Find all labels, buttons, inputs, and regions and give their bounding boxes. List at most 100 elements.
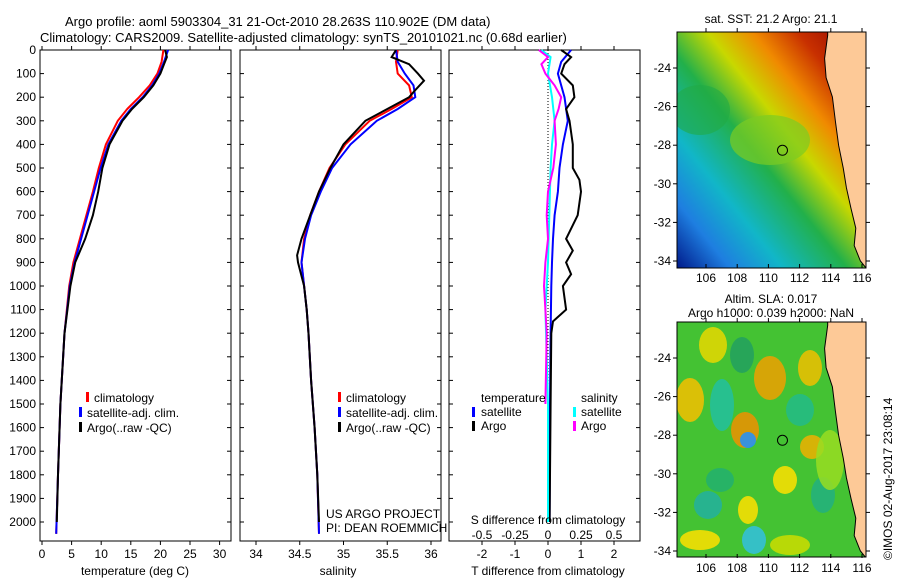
sla-map-title2: Argo h1000: 0.039 h2000: NaN xyxy=(688,306,854,320)
s-diff-tick-label: -0.5 xyxy=(472,528,493,542)
salinity-panel: salinity 34 34.5 35 35.5 36 climatology sate… xyxy=(239,46,447,578)
lat-tick-label: -30 xyxy=(654,177,672,191)
depth-tick-label: 1500 xyxy=(9,397,36,411)
temperature-axes-frame xyxy=(39,49,232,542)
depth-tick-label: 0 xyxy=(29,43,36,57)
series-line-t-argo xyxy=(548,49,583,523)
legend-swatch-argo xyxy=(338,422,341,432)
depth-tick-label: 900 xyxy=(16,255,36,269)
salinity-legend: climatology satellite-adj. clim. Argo(..… xyxy=(338,391,438,435)
lat-tick-label: -28 xyxy=(654,428,672,442)
s-diff-tick-label: 0 xyxy=(545,528,552,542)
sst-field-patch xyxy=(677,85,730,135)
depth-tick-label: 1600 xyxy=(9,421,36,435)
series-line-argo-raw-qc- xyxy=(296,49,426,523)
x-tick-label: 5 xyxy=(68,547,75,561)
sla-anomaly-blob xyxy=(754,356,786,400)
sla-anomaly-blob xyxy=(706,468,734,492)
legend-swatch-climatology xyxy=(338,392,341,402)
lon-tick-label: 108 xyxy=(727,561,747,575)
sla-anomaly-blob xyxy=(710,379,734,431)
legend-swatch-t-argo xyxy=(472,421,475,431)
s-diff-tick-label: 0.25 xyxy=(569,528,593,542)
sla-anomaly-blob xyxy=(738,496,758,524)
x-tick-label: 20 xyxy=(154,547,168,561)
lat-tick-label: -34 xyxy=(654,254,672,268)
s-diff-tick-label: -0.25 xyxy=(501,528,529,542)
credit-project: US ARGO PROJECT xyxy=(326,507,441,521)
x-tick-label: 35.5 xyxy=(376,547,400,561)
sla-anomaly-blob xyxy=(770,535,810,555)
lon-tick-label: 112 xyxy=(790,561,809,575)
depth-tick-label: 1300 xyxy=(9,350,36,364)
legend-label-satellite: satellite-adj. clim. xyxy=(87,406,179,420)
sla-anomaly-blob xyxy=(677,378,704,422)
x-tick-label: -1 xyxy=(510,547,521,561)
float-position-marker xyxy=(776,434,788,446)
lon-tick-label: 110 xyxy=(759,271,778,285)
legend-swatch-satellite xyxy=(338,407,341,417)
legend-label-s-argo: Argo xyxy=(581,419,607,433)
legend-swatch-argo xyxy=(79,422,82,432)
legend-label-argo: Argo(..raw -QC) xyxy=(346,421,431,435)
x-tick-label: 30 xyxy=(213,547,227,561)
lon-tick-label: 106 xyxy=(696,271,716,285)
s-diff-tick-label: 0.5 xyxy=(606,528,623,542)
lon-tick-label: 116 xyxy=(852,561,871,575)
difference-panel: -2 -1 0 1 2 -0.5 -0.25 0 0.25 0.5 T difference fr… xyxy=(448,46,641,578)
lat-tick-label: -24 xyxy=(654,351,672,365)
float-position-marker xyxy=(776,144,788,156)
legend-label-argo: Argo(..raw -QC) xyxy=(87,421,172,435)
sst-map-frame xyxy=(676,31,867,269)
depth-tick-label: 1900 xyxy=(9,491,36,505)
depth-tick-label: 400 xyxy=(16,137,36,151)
x-tick-label: 36 xyxy=(424,547,438,561)
x-tick-label: 0 xyxy=(39,547,46,561)
legend-label-s-satellite: satellite xyxy=(581,405,622,419)
sla-anomaly-blob xyxy=(730,337,754,373)
lat-tick-label: -32 xyxy=(654,215,672,229)
sla-anomaly-blob xyxy=(699,327,727,363)
depth-tick-label: 700 xyxy=(16,208,36,222)
x-tick-label: 34 xyxy=(249,547,263,561)
sst-map: sat. SST: 21.2 Argo: 21.1 106 108 110 112 11… xyxy=(654,12,872,285)
sla-map-title1: Altim. SLA: 0.017 xyxy=(725,292,818,306)
legend-label-t-satellite: satellite xyxy=(481,405,522,419)
x-tick-label: 15 xyxy=(124,547,138,561)
depth-tick-label: 1700 xyxy=(9,444,36,458)
land xyxy=(824,32,866,268)
sla-anomaly-blob xyxy=(742,526,766,554)
legend-swatch-t-satellite xyxy=(472,407,475,417)
imos-timestamp: ©IMOS 02-Aug-2017 23:08:14 xyxy=(881,397,895,560)
depth-tick-label: 2000 xyxy=(9,515,36,529)
sla-anomaly-blob xyxy=(816,430,844,490)
lat-tick-label: -24 xyxy=(654,61,672,75)
lon-tick-label: 116 xyxy=(852,271,871,285)
sla-anomaly-blob xyxy=(773,466,797,494)
legend-swatch-s-argo xyxy=(573,421,576,431)
x-tick-label: -2 xyxy=(477,547,488,561)
series-line-t-satellite xyxy=(548,49,572,523)
sla-anomaly-blob xyxy=(680,530,720,550)
legend-swatch-climatology xyxy=(86,392,89,402)
temperature-xlabel: temperature (deg C) xyxy=(81,564,189,578)
x-tick-label: 2 xyxy=(611,547,618,561)
depth-tick-label: 800 xyxy=(16,232,36,246)
land xyxy=(824,322,866,557)
depth-tick-label: 1200 xyxy=(9,326,36,340)
figure-title-line2: Climatology: CARS2009. Satellite-adjuste… xyxy=(40,30,567,45)
depth-tick-label: 500 xyxy=(16,161,36,175)
lat-tick-label: -32 xyxy=(654,505,672,519)
sla-field-anomalies xyxy=(677,327,844,555)
sla-map: Altim. SLA: 0.017 Argo h1000: 0.039 h200… xyxy=(654,292,872,575)
lon-tick-label: 110 xyxy=(759,561,778,575)
temperature-legend: climatology satellite-adj. clim. Argo(..… xyxy=(79,391,179,435)
temperature-panel: temperature (deg C) 01002003004005006007… xyxy=(9,43,232,578)
salinity-xlabel: salinity xyxy=(320,564,357,578)
lon-tick-label: 114 xyxy=(821,561,840,575)
sst-map-title: sat. SST: 21.2 Argo: 21.1 xyxy=(705,12,838,26)
legend-label-satellite: satellite-adj. clim. xyxy=(346,406,438,420)
depth-tick-label: 300 xyxy=(16,114,36,128)
sla-anomaly-blob xyxy=(798,350,822,386)
legend-label-climatology: climatology xyxy=(346,391,406,405)
